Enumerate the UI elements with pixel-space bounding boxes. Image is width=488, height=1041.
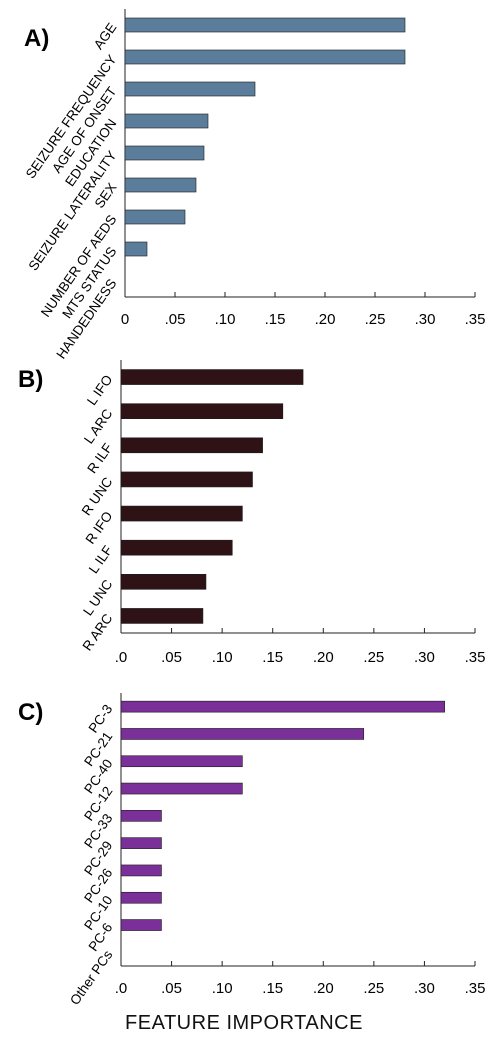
- panel-label: C): [18, 699, 43, 726]
- bar: [120, 471, 253, 488]
- bar: [120, 608, 204, 624]
- bar: [120, 539, 233, 556]
- x-tick-label: .15: [265, 311, 286, 328]
- x-tick-label: .35: [465, 649, 486, 666]
- bar: [124, 17, 406, 33]
- bar: [120, 369, 304, 385]
- x-tick-label: .30: [415, 311, 436, 328]
- x-tick-label: .15: [262, 649, 283, 666]
- bar: [120, 864, 162, 877]
- x-tick-label: .10: [215, 311, 236, 328]
- x-tick-label: .05: [161, 980, 182, 997]
- x-tick-label: .20: [313, 649, 334, 666]
- x-tick-label: .15: [262, 980, 283, 997]
- panel-label: A): [24, 25, 49, 52]
- bar: [124, 113, 209, 129]
- category-label: R UNC: [79, 474, 116, 518]
- bar: [120, 837, 162, 849]
- bar: [120, 403, 284, 419]
- chart-panel-3: C).0.05.10.15.20.25.30.35PC-3PC-21PC-40P…: [18, 693, 485, 1008]
- category-label: Other PCs: [67, 947, 116, 1007]
- x-tick-label: .35: [465, 311, 486, 328]
- x-tick-label: .25: [363, 980, 384, 997]
- category-label: L ILF: [86, 543, 116, 576]
- bar: [124, 145, 205, 161]
- x-tick-label: .10: [212, 980, 233, 997]
- bar: [124, 209, 186, 225]
- x-tick-label: .30: [414, 649, 435, 666]
- panel-label: B): [18, 366, 43, 393]
- bar: [124, 49, 406, 65]
- bar: [120, 700, 445, 713]
- bar: [120, 782, 243, 795]
- category-label: R ILF: [84, 440, 115, 476]
- x-tick-label: 0: [121, 311, 129, 328]
- bar: [124, 81, 256, 97]
- bar: [120, 810, 162, 822]
- x-tick-label: .0: [115, 980, 128, 997]
- x-tick-label: .35: [465, 980, 486, 997]
- bar: [120, 728, 365, 740]
- bar: [120, 437, 263, 454]
- bar: [120, 919, 162, 931]
- bar: [120, 574, 207, 590]
- category-label: L UNC: [80, 577, 115, 619]
- x-axis-title: FEATURE IMPORTANCE: [125, 1012, 363, 1034]
- bar: [120, 891, 162, 904]
- x-tick-label: .25: [363, 649, 384, 666]
- x-tick-label: .0: [115, 649, 128, 666]
- category-label: AGE: [91, 20, 120, 52]
- x-tick-label: .25: [365, 311, 386, 328]
- category-label: L ARC: [81, 406, 116, 446]
- bar: [124, 177, 197, 193]
- x-tick-label: .05: [161, 649, 182, 666]
- x-tick-label: .20: [315, 311, 336, 328]
- category-label: PC-3: [86, 702, 116, 736]
- category-label: R ARC: [80, 611, 116, 654]
- x-tick-label: .10: [212, 649, 233, 666]
- bar: [120, 505, 243, 522]
- category-label: L IFO: [84, 372, 115, 408]
- x-tick-label: .30: [414, 980, 435, 997]
- bar: [120, 755, 243, 768]
- x-tick-label: .05: [165, 311, 186, 328]
- x-tick-label: .20: [313, 980, 334, 997]
- bar: [124, 241, 148, 257]
